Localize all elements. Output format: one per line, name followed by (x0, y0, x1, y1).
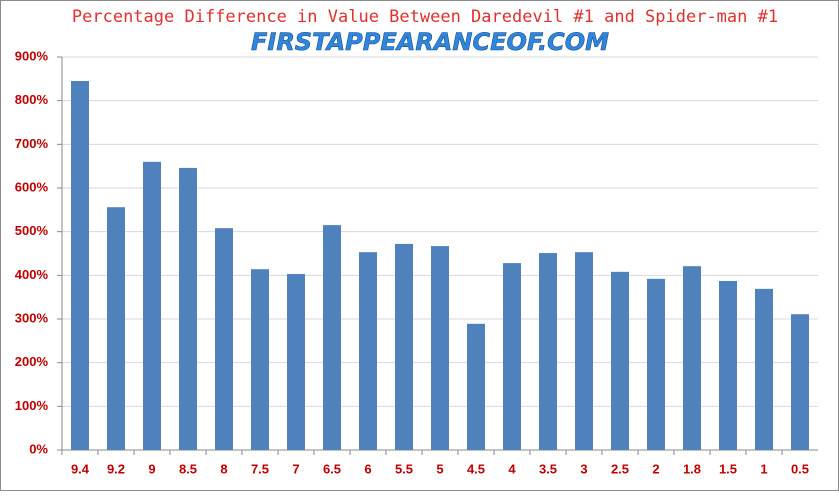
chart-title: Percentage Difference in Value Between D… (72, 7, 778, 27)
y-tick-label: 900% (15, 48, 49, 63)
bar (683, 266, 701, 450)
x-tick-label: 9 (148, 461, 155, 476)
bar (539, 253, 557, 450)
y-tick-label: 500% (15, 223, 49, 238)
x-tick-label: 1.5 (719, 461, 737, 476)
bar (503, 263, 521, 450)
x-tick-label: 7.5 (251, 461, 269, 476)
y-tick-label: 700% (15, 136, 49, 151)
x-tick-label: 9.2 (107, 461, 125, 476)
x-tick-label: 1 (760, 461, 767, 476)
x-tick-label: 7 (292, 461, 299, 476)
bar (323, 225, 341, 450)
bar (395, 243, 413, 450)
bar (359, 252, 377, 450)
bar (251, 269, 269, 450)
x-tick-label: 3.5 (539, 461, 557, 476)
bar (431, 246, 449, 450)
x-tick-label: 4.5 (467, 461, 485, 476)
y-tick-label: 100% (15, 398, 49, 413)
bar (575, 252, 593, 450)
x-tick-label: 6.5 (323, 461, 341, 476)
bar (647, 278, 665, 450)
y-tick-label: 800% (15, 92, 49, 107)
x-tick-label: 2.5 (611, 461, 629, 476)
y-tick-label: 0% (29, 441, 48, 456)
y-tick-label: 400% (15, 267, 49, 282)
bar (791, 314, 809, 450)
x-tick-label: 8.5 (179, 461, 197, 476)
x-tick-label: 8 (220, 461, 227, 476)
bar (179, 167, 197, 450)
watermark: FIRSTAPPEARANCEOF.COM (251, 28, 609, 56)
bar (467, 323, 485, 450)
x-tick-label: 6 (364, 461, 371, 476)
bar (71, 81, 89, 451)
bar (611, 271, 629, 450)
x-tick-label: 5.5 (395, 461, 413, 476)
x-tick-label: 4 (508, 461, 516, 476)
x-tick-label: 1.8 (683, 461, 701, 476)
bar (143, 161, 161, 451)
y-tick-label: 300% (15, 310, 49, 325)
x-tick-label: 9.4 (71, 461, 90, 476)
y-tick-label: 200% (15, 354, 49, 369)
bar (107, 207, 125, 450)
x-tick-label: 5 (436, 461, 443, 476)
x-tick-label: 2 (652, 461, 659, 476)
bar (755, 288, 773, 450)
x-tick-label: 3 (580, 461, 587, 476)
y-tick-label: 600% (15, 179, 49, 194)
bar (719, 281, 737, 450)
bar (287, 274, 305, 450)
x-tick-label: 0.5 (791, 461, 809, 476)
bar (215, 228, 233, 450)
